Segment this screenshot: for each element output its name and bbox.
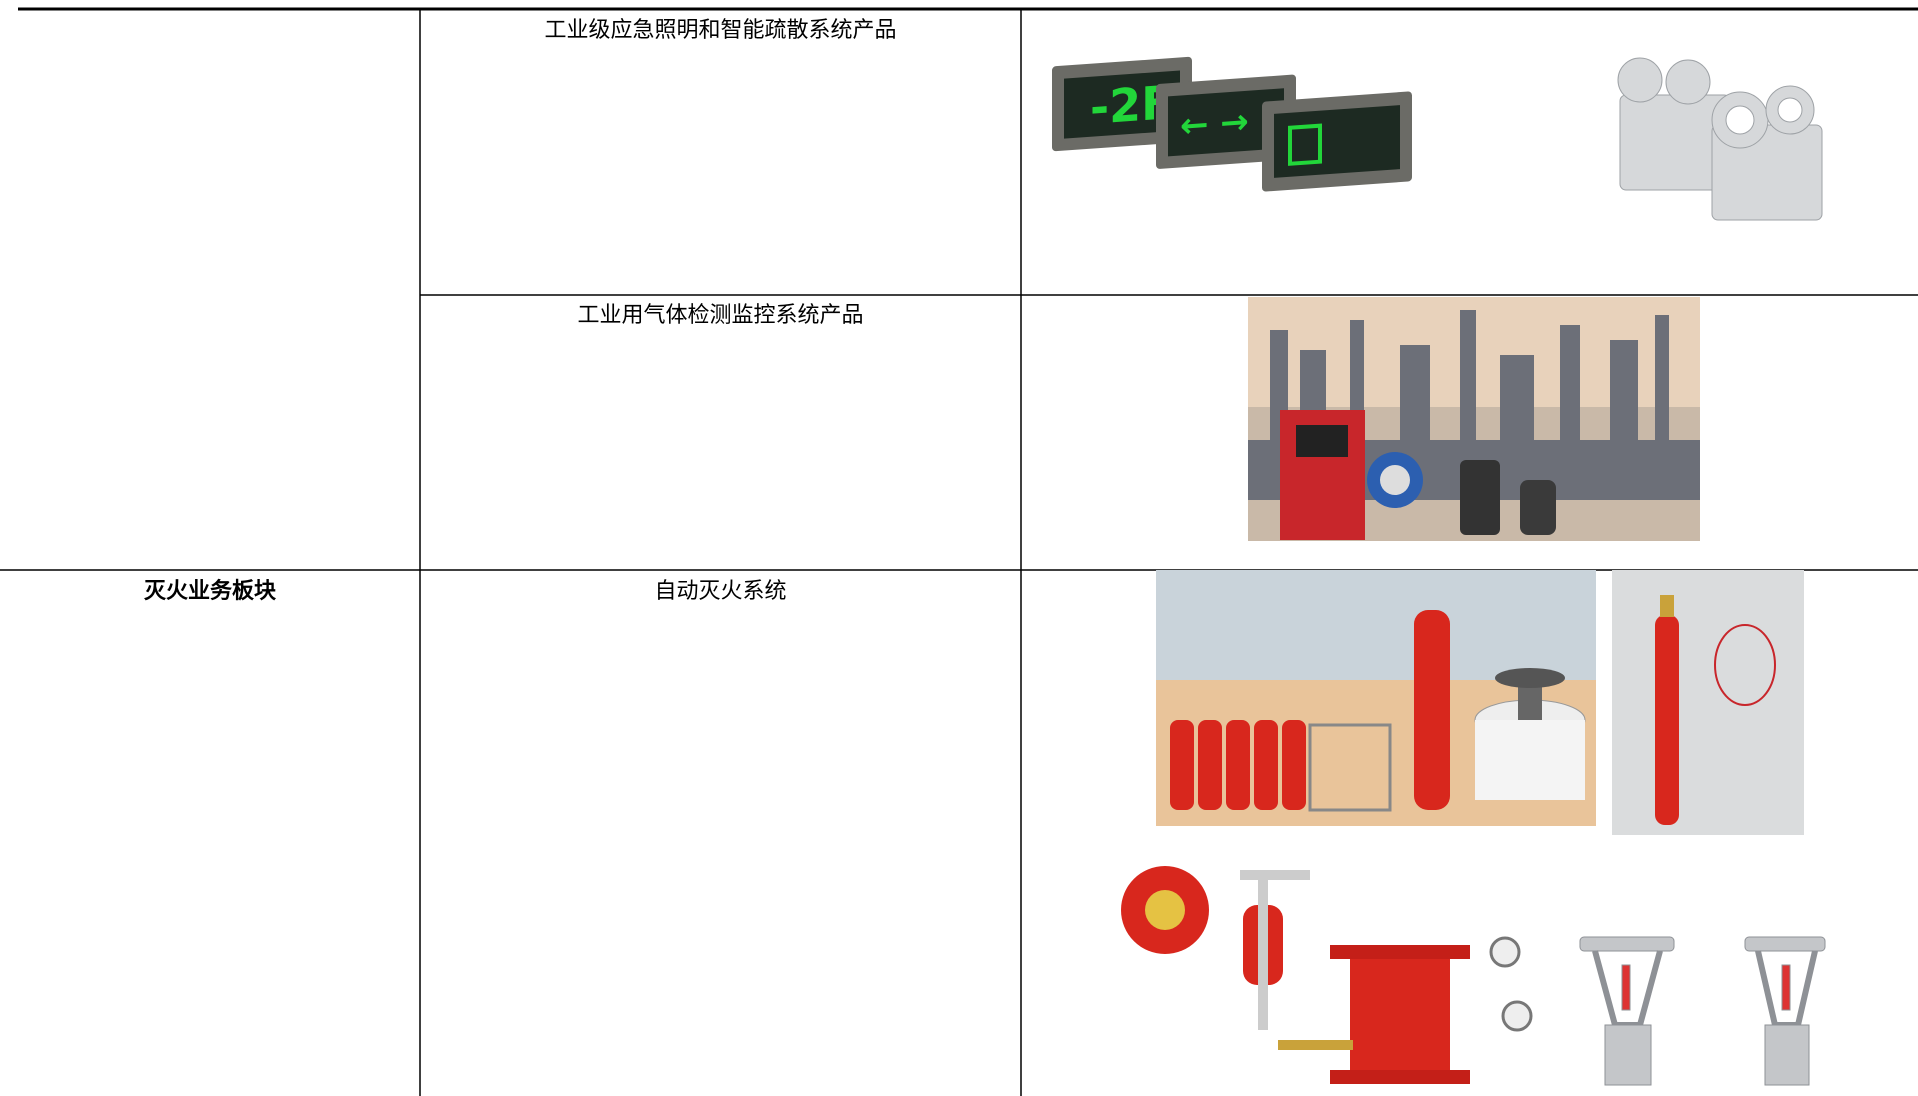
product-name: 自动灭火系统 (654, 578, 787, 603)
alarm-valve-image (1121, 866, 1533, 1084)
fire-suppression-image (1156, 570, 1596, 826)
sprinkler-image (1579, 936, 1826, 1086)
segment-name: 灭火业务板块 (143, 579, 276, 604)
cylinder-image (1612, 570, 1804, 835)
gas-detection-image (1248, 297, 1700, 541)
product-name: 工业用气体检测监控系统产品 (577, 302, 864, 327)
product-name: 工业级应急照明和智能疏散系统产品 (544, 17, 897, 42)
table-lines (0, 7, 1918, 1096)
svg-text:← →: ← → (1180, 102, 1249, 147)
exit-sign-image: -2F ← → (1052, 56, 1412, 192)
emergency-lamp-image (1617, 57, 1823, 221)
